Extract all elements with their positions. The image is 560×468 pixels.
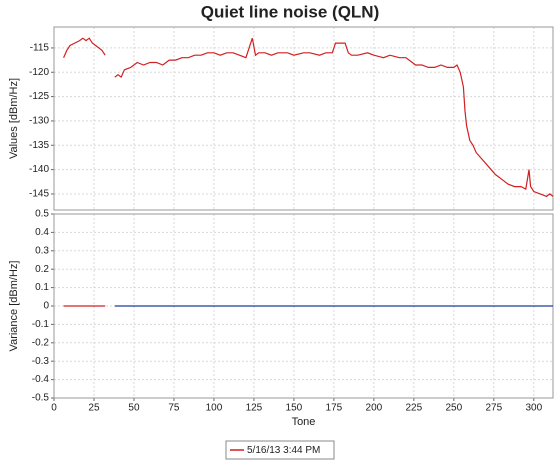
x-tick-label: 175 xyxy=(326,403,343,414)
y-tick-label: -0.5 xyxy=(32,393,50,404)
x-tick-label: 250 xyxy=(445,403,462,414)
x-tick-label: 225 xyxy=(406,403,423,414)
y-tick-label: 0 xyxy=(43,301,49,312)
y-tick-label: -145 xyxy=(29,189,49,200)
y-tick-label: 0.2 xyxy=(35,264,49,275)
y-axis-label: Values [dBm/Hz] xyxy=(8,78,20,159)
chart-title: Quiet line noise (QLN) xyxy=(201,2,380,21)
y-tick-label: -140 xyxy=(29,164,49,175)
y-tick-label: 0.3 xyxy=(35,245,49,256)
y-tick-label: -0.2 xyxy=(32,337,50,348)
x-tick-label: 25 xyxy=(88,403,100,414)
y-tick-label: -135 xyxy=(29,140,49,151)
x-tick-label: 100 xyxy=(206,403,223,414)
plot-area xyxy=(54,27,553,210)
y-tick-label: -125 xyxy=(29,91,49,102)
y-tick-label: -120 xyxy=(29,67,49,78)
plot-border xyxy=(53,26,554,211)
y-tick-label: -0.1 xyxy=(32,319,50,330)
x-tick-label: 50 xyxy=(128,403,140,414)
y-axis-label: Variance [dBm/Hz] xyxy=(8,261,20,352)
x-tick-label: 300 xyxy=(525,403,542,414)
series-line xyxy=(63,37,554,198)
x-tick-label: 75 xyxy=(168,403,180,414)
y-tick-label: -0.3 xyxy=(32,356,50,367)
y-tick-label: 0.5 xyxy=(35,209,49,220)
x-tick-label: 200 xyxy=(366,403,383,414)
x-tick-label: 150 xyxy=(286,403,303,414)
y-tick-label: -130 xyxy=(29,116,49,127)
y-tick-label: -0.4 xyxy=(32,374,50,385)
y-tick-label: 0.4 xyxy=(35,227,49,238)
x-tick-label: 125 xyxy=(246,403,263,414)
x-tick-label: 275 xyxy=(485,403,502,414)
y-tick-label: -115 xyxy=(30,43,50,54)
legend-box xyxy=(225,440,335,460)
legend-label: 5/16/13 3:44 PM xyxy=(247,445,320,456)
x-tick-label: 0 xyxy=(51,403,57,414)
x-axis-label: Tone xyxy=(292,416,316,428)
y-tick-label: 0.1 xyxy=(35,282,49,293)
